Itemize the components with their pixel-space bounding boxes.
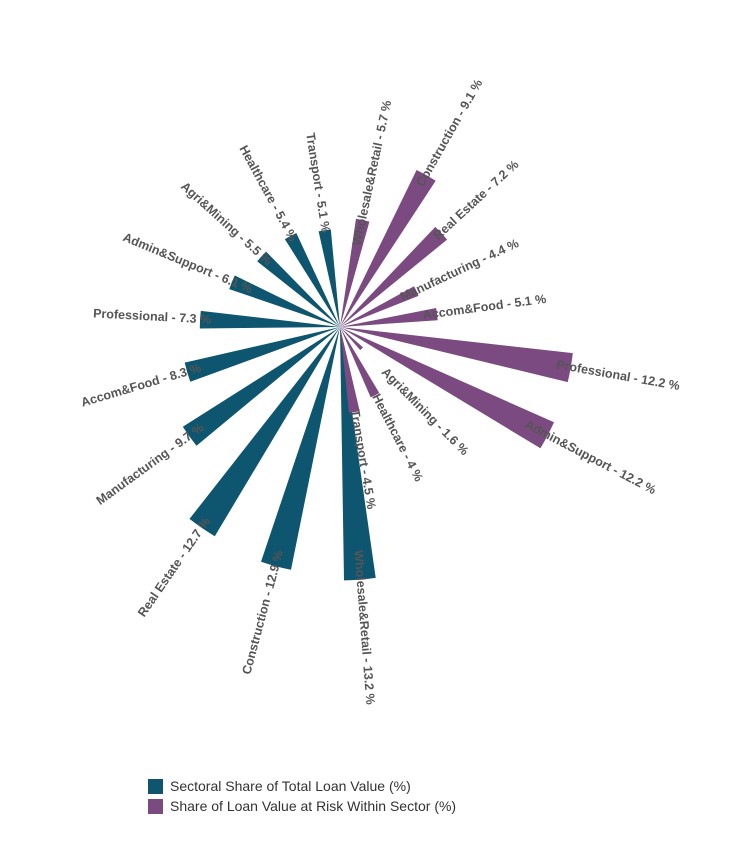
legend-label-at-risk: Share of Loan Value at Risk Within Secto… (170, 798, 457, 814)
label-at-risk-real-estate: Real Estate - 7.2 % (431, 157, 522, 242)
label-at-risk-professional: Professional - 12.2 % (555, 358, 681, 394)
bar-at-risk-transport[interactable] (340, 327, 360, 413)
bar-at-risk-wholesale-retail[interactable] (340, 218, 370, 327)
label-at-risk-manufacturing: Manufacturing - 4.4 % (398, 236, 521, 304)
bar-at-risk-real-estate[interactable] (340, 226, 448, 327)
bar-at-risk-construction[interactable] (340, 170, 436, 327)
bar-total-share-transport[interactable] (318, 229, 340, 328)
bar-total-share-manufacturing[interactable] (182, 327, 340, 446)
label-total-share-accom-food: Accom&Food - 8.3 % (79, 361, 202, 410)
bar-total-share-admin-support[interactable] (229, 275, 340, 328)
bar-total-share-professional[interactable] (199, 310, 340, 329)
bar-total-share-accom-food[interactable] (184, 327, 340, 382)
bar-at-risk-admin-support[interactable] (340, 327, 554, 449)
bar-at-risk-accom-food[interactable] (340, 308, 438, 327)
bar-at-risk-healthcare[interactable] (340, 327, 380, 398)
bar-total-share-healthcare[interactable] (284, 233, 340, 327)
legend-swatch-at-risk (148, 798, 163, 814)
label-at-risk-admin-support: Admin&Support - 12.2 % (523, 417, 659, 497)
legend-label-total-share: Sectoral Share of Total Loan Value (%) (170, 778, 411, 794)
legend-swatch-total-share (148, 778, 163, 794)
label-total-share-manufacturing: Manufacturing - 9.7 % (94, 421, 207, 508)
bars-group (182, 170, 573, 581)
bar-at-risk-agri-mining[interactable] (340, 327, 363, 351)
labels-group: Wholesale&Retail - 13.2 %Construction - … (79, 77, 681, 705)
label-total-share-professional: Professional - 7.3 % (93, 306, 212, 326)
label-at-risk-wholesale-retail: Wholesale&Retail - 5.7 % (350, 99, 394, 247)
label-at-risk-accom-food: Accom&Food - 5.1 % (422, 292, 547, 322)
label-at-risk-construction: Construction - 9.1 % (413, 77, 485, 189)
bar-at-risk-manufacturing[interactable] (340, 286, 419, 327)
bar-at-risk-professional[interactable] (340, 327, 573, 383)
label-total-share-transport: Transport - 5.1 % (303, 132, 333, 234)
label-total-share-real-estate: Real Estate - 12.7 % (135, 515, 213, 620)
legend-item-total-share[interactable]: Sectoral Share of Total Loan Value (%) (148, 776, 456, 796)
bar-total-share-agri-mining[interactable] (257, 251, 340, 327)
bar-total-share-real-estate[interactable] (189, 327, 341, 537)
legend: Sectoral Share of Total Loan Value (%) S… (148, 776, 456, 816)
label-total-share-construction: Construction - 12.9 % (240, 549, 287, 676)
bar-total-share-construction[interactable] (261, 327, 340, 570)
label-total-share-healthcare: Healthcare - 5.4 % (237, 143, 300, 244)
legend-item-at-risk[interactable]: Share of Loan Value at Risk Within Secto… (148, 796, 456, 816)
